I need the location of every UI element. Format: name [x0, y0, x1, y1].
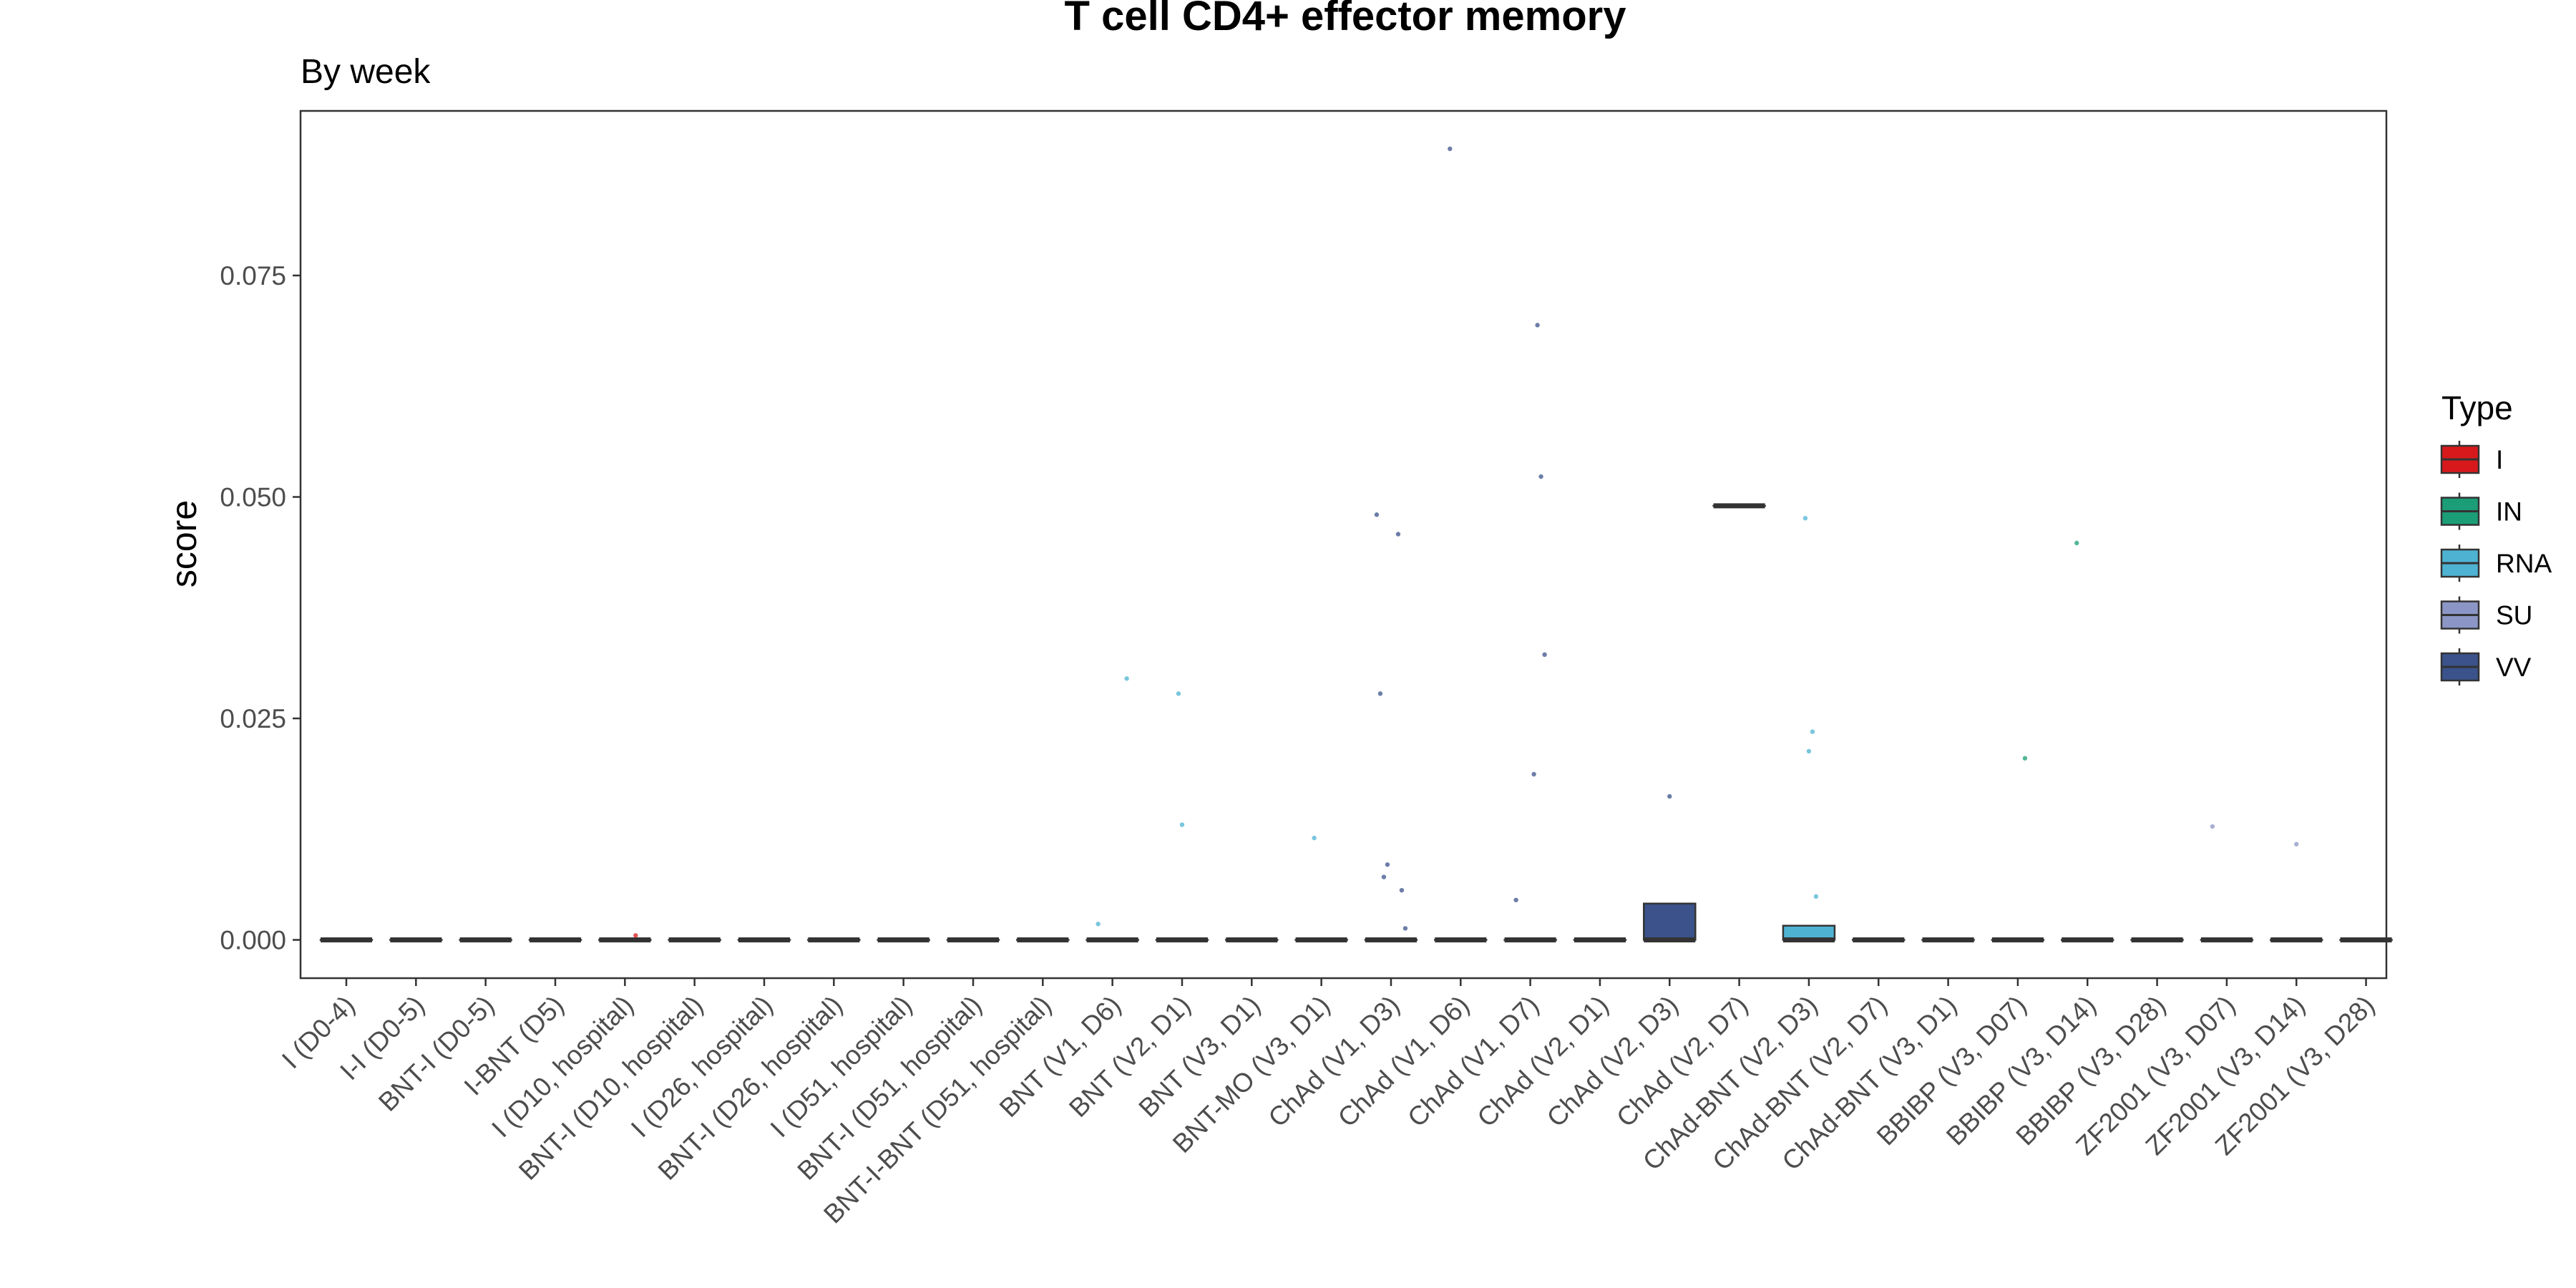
box-group	[598, 933, 652, 942]
box-group	[2269, 841, 2323, 942]
legend-item: IN	[2440, 492, 2522, 530]
box-group	[1085, 676, 1139, 942]
outlier-point	[2210, 824, 2215, 829]
box-group	[1643, 794, 1697, 942]
box-group	[1782, 516, 1836, 942]
box-group	[2061, 540, 2114, 942]
box-body	[1643, 902, 1697, 941]
outlier-point	[1806, 748, 1812, 754]
box-group	[1364, 512, 1418, 942]
outlier-point	[1813, 894, 1819, 899]
y-tick-label: 0.000	[220, 926, 286, 955]
outlier-point	[633, 933, 638, 938]
outlier-point	[1096, 922, 1101, 927]
box-group	[1991, 756, 2045, 942]
outlier-point	[1538, 474, 1543, 479]
outlier-point	[1176, 691, 1181, 696]
legend-label: IN	[2496, 497, 2522, 527]
outlier-point	[1531, 771, 1536, 777]
box-group	[1155, 691, 1209, 942]
plot-panel	[299, 109, 2388, 980]
x-tick-label: BNT (V2, D1)	[1063, 990, 1196, 1123]
chart-title: T cell CD4+ effector memory	[1065, 0, 1626, 39]
y-axis: 0.000 0.025 0.050 0.075	[220, 261, 301, 955]
outlier-point	[1374, 512, 1380, 517]
legend-label: I	[2496, 445, 2503, 474]
outlier-point	[1395, 532, 1401, 537]
legend-item: VV	[2440, 648, 2532, 686]
outlier-point	[1385, 862, 1390, 867]
y-tick-label: 0.025	[220, 704, 286, 733]
chart-subtitle: By week	[301, 53, 431, 91]
legend-item: SU	[2440, 596, 2532, 634]
outlier-point	[1312, 835, 1317, 841]
y-axis-label: score	[164, 500, 204, 587]
outlier-point	[1124, 676, 1129, 681]
legend-item: RNA	[2440, 545, 2552, 582]
outlier-point	[1381, 874, 1387, 879]
legend: Type I IN RNA SU VV	[2440, 389, 2552, 686]
box-group	[2200, 824, 2254, 942]
outlier-point	[2294, 841, 2299, 847]
legend-label: RNA	[2496, 549, 2552, 578]
box-group	[1503, 323, 1557, 942]
outlier-point	[1448, 146, 1453, 152]
outlier-point	[1535, 323, 1540, 328]
outlier-point	[1179, 822, 1185, 827]
outlier-point	[1542, 652, 1547, 658]
outlier-point	[1399, 887, 1405, 893]
outlier-point	[1377, 691, 1383, 696]
outlier-point	[2022, 756, 2028, 761]
legend-label: VV	[2496, 653, 2532, 682]
outlier-point	[1810, 729, 1815, 734]
outlier-point	[1402, 926, 1408, 931]
legend-title: Type	[2441, 389, 2513, 426]
box-group	[1434, 146, 1488, 942]
outlier-point	[1513, 897, 1518, 902]
legend-label: SU	[2496, 601, 2532, 630]
y-tick-label: 0.075	[220, 261, 286, 291]
y-tick-label: 0.050	[220, 483, 286, 512]
box-group	[1294, 835, 1348, 942]
x-axis: I (D0-4)I-I (D0-5)BNT-I (D0-5)I-BNT (D5)…	[276, 978, 2380, 1229]
chart-marks	[319, 146, 2393, 942]
x-tick-label: BNT (V3, D1)	[1133, 990, 1266, 1123]
outlier-point	[1667, 794, 1672, 799]
outlier-point	[1802, 516, 1808, 521]
legend-item: I	[2440, 441, 2503, 478]
x-tick-label: BNT (V1, D6)	[994, 990, 1127, 1123]
outlier-point	[2074, 540, 2079, 546]
